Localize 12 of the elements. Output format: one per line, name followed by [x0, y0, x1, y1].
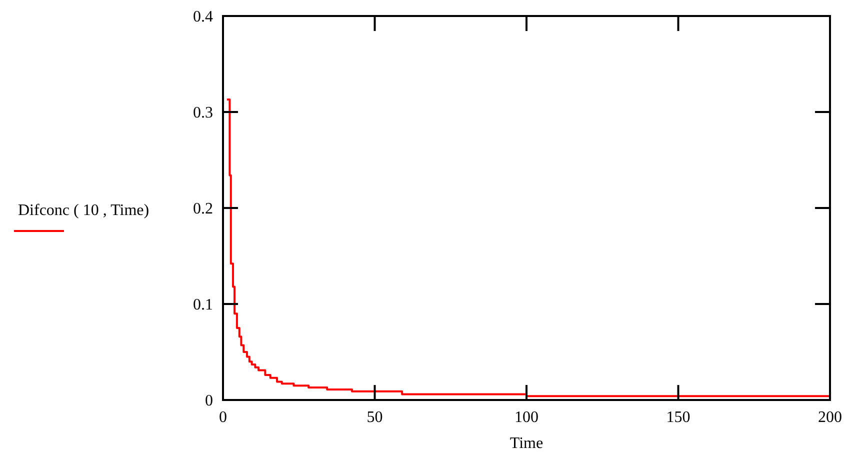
- y-tick-label: 0.1: [193, 296, 213, 314]
- x-tick-label: 150: [666, 409, 690, 426]
- x-tick-label: 100: [514, 409, 538, 426]
- x-tick-label: 50: [366, 409, 383, 426]
- y-tick-label: 0.2: [193, 200, 213, 218]
- y-tick-label: 0.3: [193, 104, 213, 122]
- y-tick-label: 0.4: [193, 8, 213, 26]
- x-tick-label: 0: [219, 409, 227, 426]
- y-tick-label: 0: [205, 392, 213, 410]
- text: Difconc ( 10 , Time): [18, 202, 150, 219]
- x-axis-title: Time: [510, 435, 544, 452]
- x-tick-label: 200: [818, 409, 842, 426]
